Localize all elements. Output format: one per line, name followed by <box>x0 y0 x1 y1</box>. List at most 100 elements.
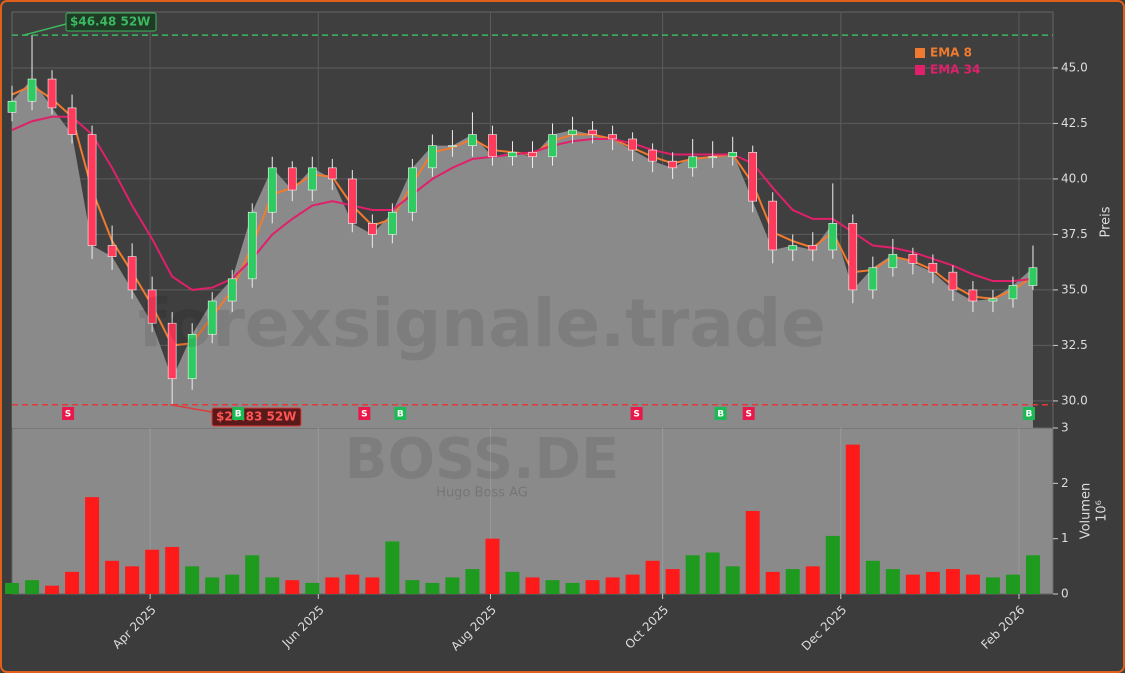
volume-bar <box>805 566 820 594</box>
candle-body <box>147 289 157 324</box>
candle-body <box>408 167 417 213</box>
candle-body <box>768 200 778 251</box>
volume-bar <box>585 580 600 594</box>
signal-marker <box>742 407 755 420</box>
volume-bar <box>5 582 19 594</box>
52w-high-label: $46.48 52W <box>70 15 150 29</box>
candle-body <box>728 151 737 158</box>
volume-bar <box>845 444 860 594</box>
volume-bar <box>925 571 940 594</box>
signal-marker <box>232 407 245 420</box>
volume-bar <box>125 566 140 594</box>
signal-marker <box>714 407 727 420</box>
y2-tick-label: 2 <box>1061 476 1069 490</box>
candle-body <box>1028 267 1038 286</box>
volume-bar <box>325 577 340 594</box>
52w-low-label: $29.83 52W <box>216 410 296 424</box>
volume-bar <box>525 577 540 594</box>
candle-body <box>368 223 377 235</box>
candle-body <box>688 156 697 169</box>
signal-marker <box>62 407 75 420</box>
y-tick-label: 30.0 <box>1061 393 1088 407</box>
volume-bar <box>545 580 560 594</box>
y-tick-label: 40.0 <box>1061 171 1088 185</box>
volume-bar <box>685 555 700 594</box>
watermark: forexsignale.trade <box>138 285 826 362</box>
candle-body <box>668 160 677 169</box>
volume-bar <box>445 577 460 594</box>
legend-label: EMA 8 <box>930 46 972 60</box>
candle-body <box>648 149 657 162</box>
company: Hugo Boss AG <box>436 486 528 501</box>
volume-bar <box>705 552 720 594</box>
candle-body <box>1008 285 1018 300</box>
y2-tick-label: 3 <box>1061 421 1069 435</box>
candle-body <box>207 300 217 335</box>
volume-bar <box>25 580 40 594</box>
signal-label: S <box>745 410 751 420</box>
candle-body <box>588 129 597 135</box>
volume-bar <box>1025 555 1040 594</box>
volume-bar <box>485 538 500 594</box>
volume-bar <box>785 569 800 594</box>
volume-bar <box>385 541 400 594</box>
volume-bar <box>945 569 960 594</box>
candle-body <box>428 145 437 169</box>
volume-bar <box>145 549 160 594</box>
candle-body <box>628 138 637 151</box>
arrow <box>169 403 213 413</box>
volume-bar <box>45 585 60 594</box>
candle-body <box>388 211 397 235</box>
volume-bar <box>465 569 480 594</box>
y-tick-label: 32.5 <box>1061 338 1088 352</box>
candle-body <box>948 271 958 291</box>
candle-body <box>227 278 237 302</box>
y-axis-label: Preis <box>1099 206 1114 237</box>
candle-body <box>908 254 918 264</box>
candle-body <box>267 167 277 213</box>
candle-body <box>468 134 477 146</box>
y-tick-label: 37.5 <box>1061 227 1088 241</box>
candle-body <box>868 267 878 291</box>
y2-tick-label: 0 <box>1061 587 1069 601</box>
volume-bar <box>565 582 580 594</box>
candle-body <box>788 245 798 251</box>
volume-bar <box>365 577 380 594</box>
candle-body <box>187 334 197 380</box>
signal-marker <box>394 407 407 420</box>
signal-label: S <box>361 410 367 420</box>
volume-bar <box>85 497 100 594</box>
candle-body <box>328 167 337 180</box>
volume-bar <box>345 574 360 594</box>
volume-bar <box>825 535 840 594</box>
y-tick-label: 45.0 <box>1061 60 1088 74</box>
y-tick-label: 35.0 <box>1061 282 1088 296</box>
volume-bar <box>765 571 780 594</box>
volume-bar <box>505 571 520 594</box>
candle-body <box>7 100 17 113</box>
candle-body <box>348 178 357 224</box>
candle-body <box>307 167 317 191</box>
volume-bar <box>225 574 240 594</box>
volume-bar <box>205 577 220 594</box>
y-tick-label: 42.5 <box>1061 116 1088 130</box>
signal-label: B <box>1026 410 1033 420</box>
legend-swatch <box>915 65 925 75</box>
volume-bar <box>905 574 920 594</box>
signal-label: B <box>717 410 724 420</box>
y2-tick-label: 1 <box>1061 531 1069 545</box>
ticker: BOSS.DE <box>345 427 619 492</box>
volume-bar <box>405 580 420 594</box>
candle-body <box>608 134 617 140</box>
candle-body <box>568 129 577 135</box>
volume-bar <box>665 569 680 594</box>
volume-bar <box>245 555 260 594</box>
legend-swatch <box>915 48 925 58</box>
ema-line <box>11 115 1034 291</box>
candle-body <box>988 298 998 302</box>
candle-body <box>748 151 758 202</box>
candle-body <box>548 134 557 158</box>
volume-bar <box>645 560 660 594</box>
candle-body <box>528 151 537 158</box>
